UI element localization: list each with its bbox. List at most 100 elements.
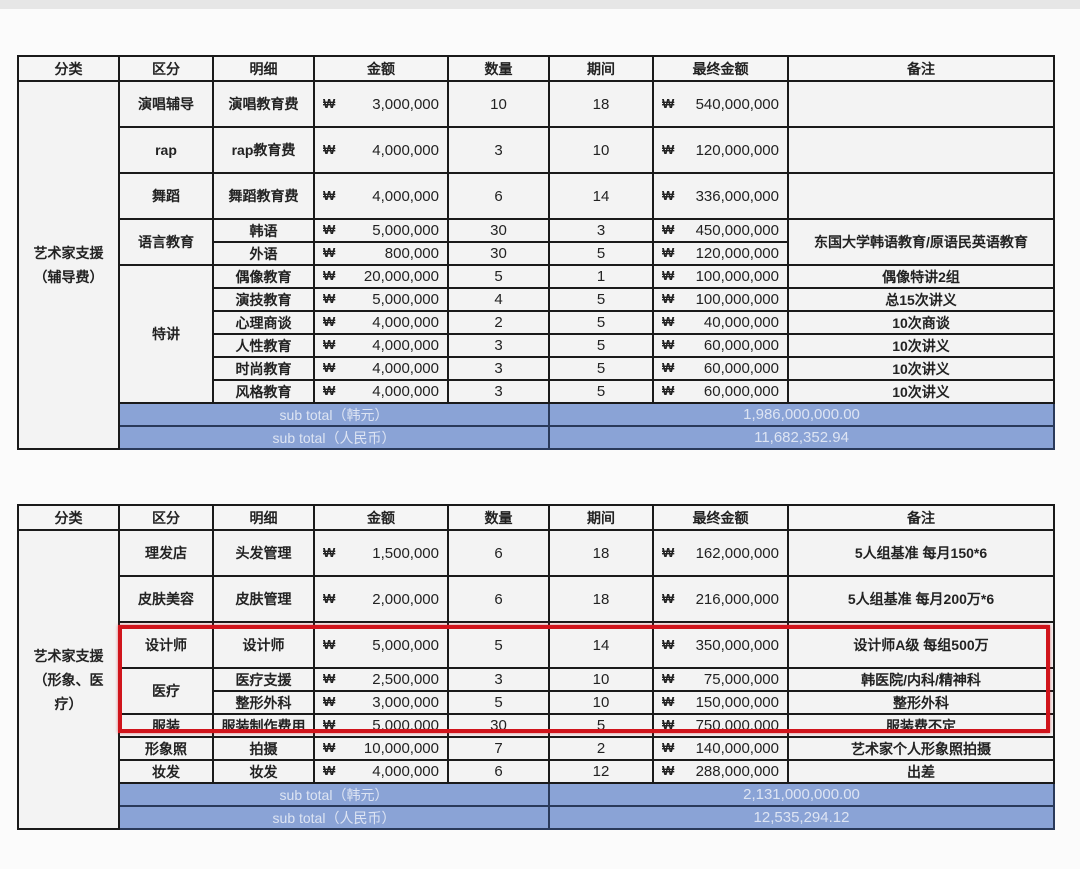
amount-cell: ₩4,000,000: [313, 379, 449, 404]
quantity-cell: 6: [447, 575, 550, 623]
won-symbol: ₩: [323, 268, 336, 283]
column-header: 数量: [447, 504, 550, 531]
final-amount-cell: ₩120,000,000: [652, 126, 789, 174]
quantity-cell: 5: [447, 621, 550, 669]
subtotal-row: sub total（人民币） 12,535,294.12: [18, 805, 1055, 830]
amount-text: 120,000,000: [695, 141, 779, 159]
amount-cell: ₩5,000,000: [313, 287, 449, 312]
won-symbol: ₩: [323, 383, 336, 398]
detail-cell: 拍摄: [212, 736, 315, 761]
section-cell: rap: [118, 126, 214, 174]
quantity-cell: 30: [447, 241, 550, 266]
amount-text: 1,500,000: [372, 544, 439, 562]
final-amount-cell: ₩336,000,000: [652, 172, 789, 220]
quantity-cell: 2: [447, 310, 550, 335]
section-cell: 服装: [118, 713, 214, 738]
period-cell: 2: [548, 736, 654, 761]
money-value: ₩540,000,000: [655, 96, 786, 113]
note-cell: 韩医院/内科/精神科: [787, 667, 1055, 692]
won-symbol: ₩: [662, 360, 675, 375]
amount-text: 5,000,000: [372, 291, 439, 308]
amount-cell: ₩10,000,000: [313, 736, 449, 761]
won-symbol: ₩: [662, 141, 675, 157]
amount-text: 20,000,000: [363, 268, 439, 285]
quantity-cell: 4: [447, 287, 550, 312]
period-cell: 5: [548, 379, 654, 404]
detail-cell: 人性教育: [212, 333, 315, 358]
final-amount-cell: ₩350,000,000: [652, 621, 789, 669]
money-value: ₩4,000,000: [316, 360, 446, 377]
amount-text: 4,000,000: [372, 141, 439, 159]
money-value: ₩20,000,000: [316, 268, 446, 285]
table-row: 心理商谈 ₩4,000,000 2 5 ₩40,000,000 10次商谈: [18, 310, 1055, 335]
table-row: 医疗 医疗支援 ₩2,500,000 3 10 ₩75,000,000 韩医院/内科/精神科: [18, 667, 1055, 715]
quantity-cell: 3: [447, 379, 550, 404]
amount-text: 5,000,000: [372, 222, 439, 239]
money-value: ₩120,000,000: [655, 141, 786, 159]
note-cell: 5人组基准 每月150*6: [787, 529, 1055, 577]
amount-text: 350,000,000: [695, 636, 779, 654]
detail-cell: 头发管理: [212, 529, 315, 577]
money-value: ₩5,000,000: [316, 717, 446, 734]
quantity-cell: 3: [447, 333, 550, 358]
money-value: ₩60,000,000: [655, 360, 786, 377]
money-value: ₩100,000,000: [655, 291, 786, 308]
won-symbol: ₩: [662, 671, 675, 686]
note-cell: [787, 126, 1055, 174]
period-cell: 10: [548, 690, 654, 715]
detail-cell: 演技教育: [212, 287, 315, 312]
quantity-cell: 3: [447, 126, 550, 174]
amount-cell: ₩5,000,000: [313, 218, 449, 243]
detail-cell: 韩语: [212, 218, 315, 243]
amount-text: 4,000,000: [372, 337, 439, 354]
amount-cell: ₩4,000,000: [313, 356, 449, 381]
money-value: ₩750,000,000: [655, 717, 786, 734]
quantity-cell: 30: [447, 218, 550, 243]
column-header: 备注: [787, 55, 1055, 82]
budget-table-image-medical: 分类 区分 明细 金额 数量 期间 最终金额 备注 艺术家支援（形象、医疗） 理发店 头发管理 ₩1,…: [17, 504, 1055, 830]
money-value: ₩60,000,000: [655, 337, 786, 354]
won-symbol: ₩: [323, 314, 336, 329]
column-header: 分类: [17, 504, 120, 531]
subtotal-label: sub total（人民币）: [118, 425, 550, 450]
amount-text: 2,500,000: [372, 671, 439, 688]
top-band: [0, 0, 1080, 9]
note-cell: 10次讲义: [787, 333, 1055, 358]
note-cell: 整形外科: [787, 690, 1055, 715]
period-cell: 5: [548, 241, 654, 266]
note-cell: 10次商谈: [787, 310, 1055, 335]
column-header: 分类: [17, 55, 120, 82]
won-symbol: ₩: [323, 187, 336, 203]
table-row: 设计师 设计师 ₩5,000,000 5 14 ₩350,000,000 设计师A级 每组5…: [18, 621, 1055, 669]
detail-cell: 风格教育: [212, 379, 315, 404]
subtotal-label: sub total（韩元）: [118, 402, 550, 427]
section-cell: 特讲: [118, 264, 214, 404]
subtotal-value: 2,131,000,000.00: [548, 782, 1055, 807]
money-value: ₩40,000,000: [655, 314, 786, 331]
money-value: ₩140,000,000: [655, 740, 786, 757]
won-symbol: ₩: [323, 141, 336, 157]
won-symbol: ₩: [323, 95, 336, 111]
money-value: ₩10,000,000: [316, 740, 446, 757]
subtotal-label: sub total（人民币）: [118, 805, 550, 830]
detail-cell: 舞蹈教育费: [212, 172, 315, 220]
amount-text: 40,000,000: [703, 314, 779, 331]
category-cell: 艺术家支援（辅导费）: [17, 80, 120, 450]
won-symbol: ₩: [662, 590, 675, 606]
money-value: ₩100,000,000: [655, 268, 786, 285]
period-cell: 10: [548, 126, 654, 174]
won-symbol: ₩: [323, 694, 336, 709]
table-row: 演技教育 ₩5,000,000 4 5 ₩100,000,000 总15次讲义: [18, 287, 1055, 312]
table-row: 语言教育 韩语 ₩5,000,000 30 3 ₩450,000,000 东国大学韩语教育/…: [18, 218, 1055, 266]
detail-cell: 外语: [212, 241, 315, 266]
money-value: ₩150,000,000: [655, 694, 786, 711]
final-amount-cell: ₩40,000,000: [652, 310, 789, 335]
amount-text: 216,000,000: [695, 590, 779, 608]
won-symbol: ₩: [323, 763, 336, 778]
money-value: ₩4,000,000: [316, 314, 446, 331]
amount-cell: ₩2,500,000: [313, 667, 449, 692]
final-amount-cell: ₩750,000,000: [652, 713, 789, 738]
note-cell: 服装费不定: [787, 713, 1055, 738]
final-amount-cell: ₩75,000,000: [652, 667, 789, 692]
quantity-cell: 30: [447, 713, 550, 738]
